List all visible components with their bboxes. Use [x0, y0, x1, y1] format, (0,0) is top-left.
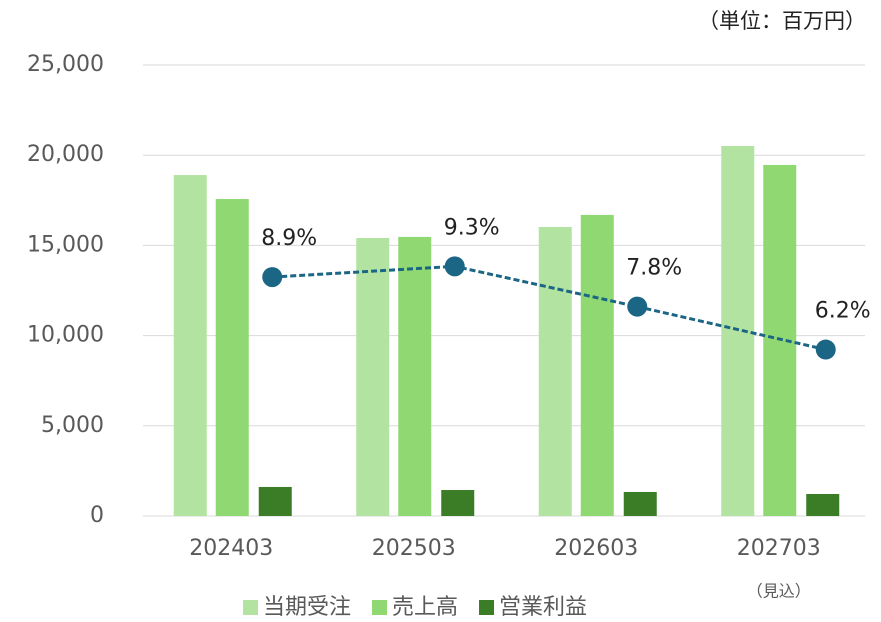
margin-marker — [444, 256, 465, 277]
bar — [580, 214, 614, 516]
legend-label: 当期受注 — [263, 595, 351, 620]
y-tick-label: 5,000 — [41, 413, 104, 438]
bar — [538, 226, 572, 516]
legend-swatch — [372, 600, 388, 615]
y-tick-label: 0 — [90, 503, 104, 528]
legend-label: 営業利益 — [499, 595, 587, 620]
bar — [441, 490, 475, 516]
margin-marker — [815, 339, 836, 360]
data-label: 6.2% — [815, 299, 871, 324]
y-tick-label: 25,000 — [27, 52, 104, 77]
unit-label: （単位：百万円） — [698, 9, 866, 33]
bar — [806, 493, 840, 516]
bar — [215, 199, 249, 516]
bar — [398, 236, 432, 516]
data-label: 7.8% — [626, 256, 682, 281]
margin-marker — [262, 267, 283, 288]
annotation: （見込） — [747, 582, 811, 601]
bar — [173, 175, 207, 516]
x-tick-label: 202503 — [372, 536, 456, 561]
legend-swatch — [243, 600, 258, 615]
y-tick-label: 15,000 — [27, 232, 104, 257]
bar — [258, 486, 292, 516]
x-tick-label: 202603 — [554, 536, 638, 561]
y-tick-label: 20,000 — [27, 142, 104, 167]
bar — [623, 492, 657, 516]
legend-swatch — [479, 600, 495, 615]
x-tick-label: 202703 — [737, 536, 821, 561]
data-label: 8.9% — [261, 226, 317, 251]
y-tick-label: 10,000 — [27, 323, 104, 348]
data-label: 9.3% — [444, 215, 500, 240]
bar — [356, 238, 390, 516]
x-tick-label: 202403 — [189, 536, 273, 561]
legend-label: 売上高 — [392, 595, 458, 620]
margin-marker — [627, 296, 648, 317]
margin-line — [272, 264, 827, 352]
